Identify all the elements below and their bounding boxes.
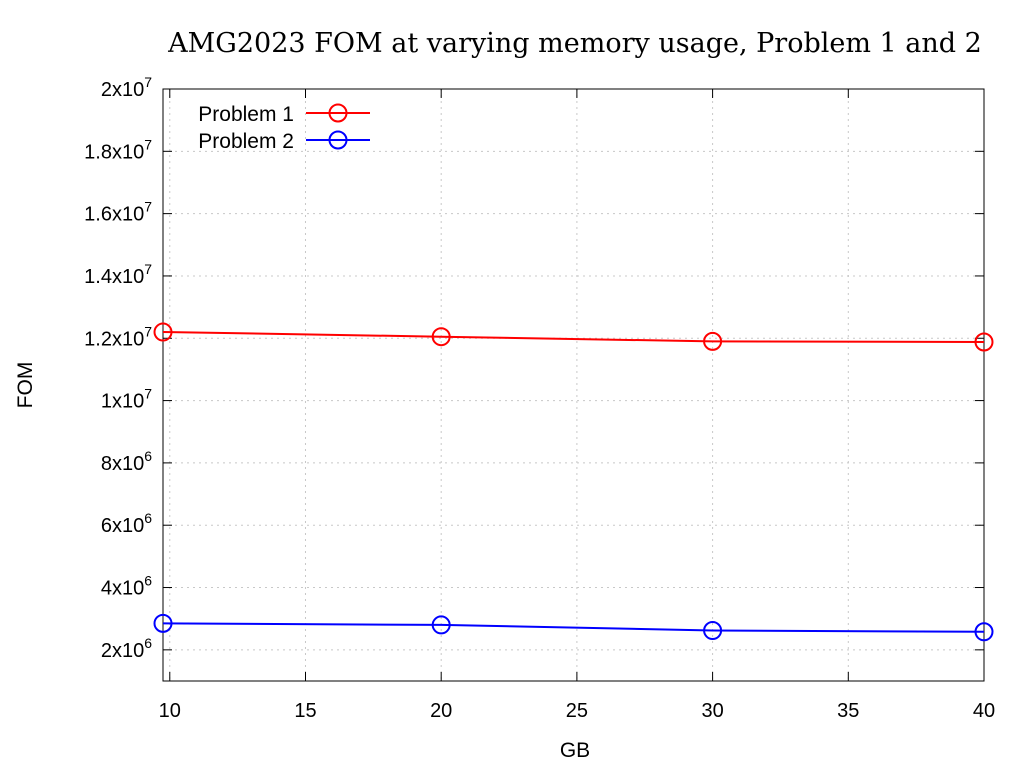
y-tick-label: 1.8x107 — [84, 136, 152, 163]
series-line-2 — [162, 622, 985, 633]
series-layer — [153, 322, 994, 642]
series-1-point — [703, 331, 723, 351]
x-tick-label: 15 — [294, 700, 316, 722]
x-tick-label: 25 — [566, 700, 588, 722]
chart-title: AMG2023 FOM at varying memory usage, Pro… — [167, 28, 982, 59]
grid-lines — [163, 88, 985, 681]
legend-marker — [328, 130, 348, 150]
x-tick-label: 40 — [973, 700, 995, 722]
y-tick-label: 8x106 — [101, 448, 152, 475]
x-tick-label: 35 — [837, 700, 859, 722]
y-tick-label: 4x106 — [101, 573, 152, 600]
legend-label: Problem 1 — [198, 103, 294, 126]
x-tick-label: 20 — [430, 700, 452, 722]
series-2-point — [153, 613, 173, 633]
legend: Problem 1 Problem 2 — [198, 103, 370, 153]
series-2-point — [703, 621, 723, 641]
legend-marker — [328, 103, 348, 123]
plot-area-frame — [162, 88, 985, 682]
series-line-1 — [162, 331, 985, 343]
y-tick-labels: 2x106 4x106 6x106 8x106 1x107 1.2x107 1.4x107 1… — [84, 74, 152, 662]
tick-marks — [163, 88, 985, 681]
y-tick-label: 6x106 — [101, 510, 152, 537]
series-1-point — [974, 332, 994, 352]
series-1-point — [431, 327, 451, 347]
y-tick-label: 1.4x107 — [84, 261, 152, 288]
y-tick-label: 2x107 — [101, 74, 152, 101]
x-tick-label: 30 — [701, 700, 723, 722]
series-2-point — [974, 622, 994, 642]
y-tick-label: 1.2x107 — [84, 323, 152, 350]
y-tick-label: 1.6x107 — [84, 199, 152, 226]
y-axis-label: FOM — [14, 362, 37, 409]
x-axis-label: GB — [560, 739, 590, 762]
series-1-point — [153, 322, 173, 342]
x-tick-label: 10 — [159, 700, 181, 722]
series-2-point — [431, 615, 451, 635]
legend-label: Problem 2 — [198, 130, 294, 153]
y-tick-label: 1x107 — [101, 386, 152, 413]
y-tick-label: 2x106 — [101, 635, 152, 662]
x-tick-labels: 10 15 20 25 30 35 40 — [159, 700, 995, 722]
